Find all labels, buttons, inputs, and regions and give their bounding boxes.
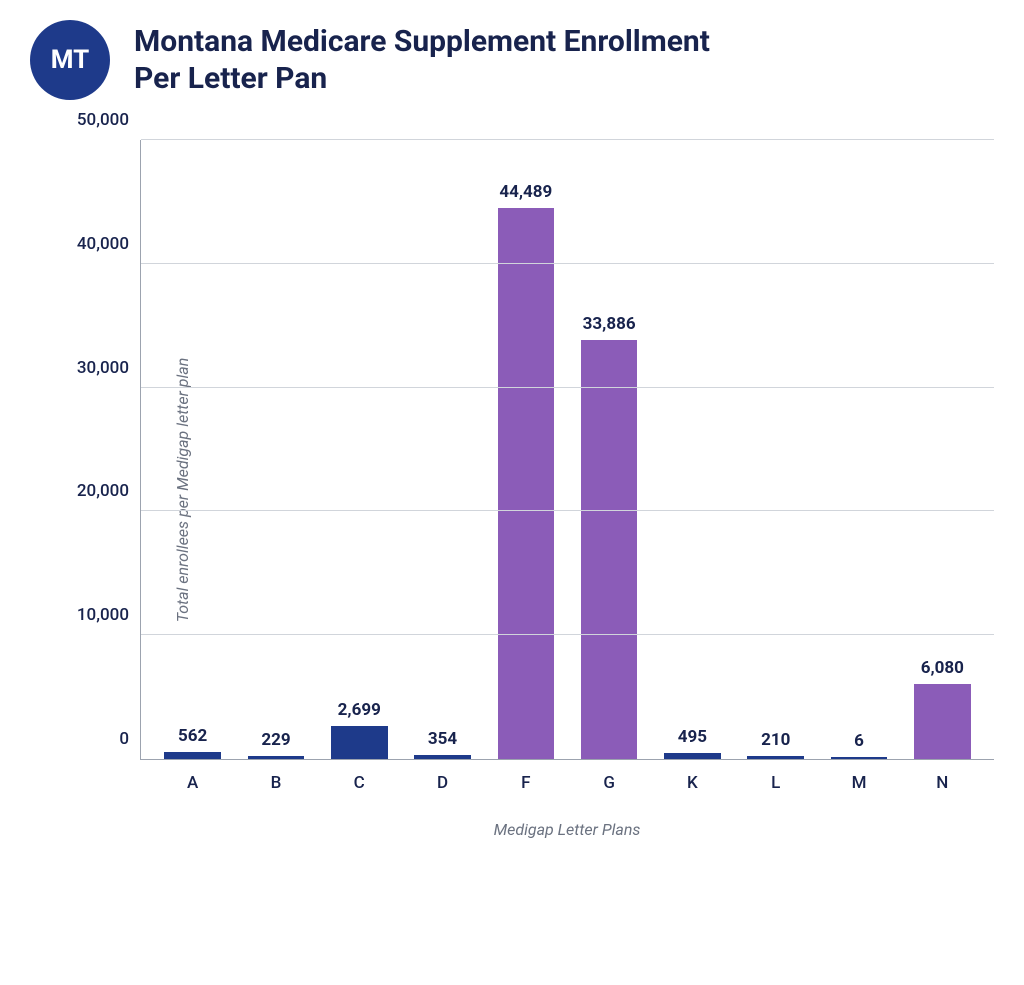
x-axis-label: Medigap Letter Plans [140,820,994,839]
state-badge: MT [30,20,110,100]
chart-container: Total enrollees per Medigap letter plan … [140,140,994,839]
bar-value-label: 210 [761,730,790,750]
bar-rect [414,755,471,759]
bar-slot: 6M [817,140,900,759]
x-tick-label: D [437,773,448,793]
y-tick-label: 10,000 [77,605,141,625]
state-badge-text: MT [51,45,90,75]
bar-slot: 2,699C [318,140,401,759]
bars-container: 562A229B2,699C354D44,489F33,886G495K210L… [141,140,994,759]
bar-value-label: 354 [428,729,457,749]
title-line-2: Per Letter Pan [134,61,327,96]
y-tick-label: 0 [119,729,141,749]
bar-rect [164,752,221,759]
bar-slot: 6,080N [901,140,984,759]
bar-value-label: 6,080 [921,658,964,678]
bar-slot: 562A [151,140,234,759]
bar-value-label: 44,489 [499,182,552,202]
x-tick-label: C [354,773,365,793]
bar-rect [831,757,888,759]
bar-rect [581,340,638,760]
chart-header: MT Montana Medicare Supplement Enrollmen… [30,20,994,100]
bar-rect [914,684,971,759]
gridline [141,510,994,511]
bar-slot: 229B [234,140,317,759]
chart-title: Montana Medicare Supplement Enrollment P… [134,23,710,98]
y-tick-label: 40,000 [77,234,141,254]
plot-area: 562A229B2,699C354D44,489F33,886G495K210L… [140,140,994,760]
bar-value-label: 33,886 [583,314,636,334]
gridline [141,634,994,635]
bar-slot: 495K [651,140,734,759]
bar-rect [664,753,721,759]
bar-rect [331,726,388,759]
x-tick-label: L [771,773,780,793]
bar-rect [248,756,305,759]
bar-value-label: 6 [854,731,864,751]
bar-slot: 33,886G [567,140,650,759]
bar-value-label: 562 [178,726,207,746]
x-tick-label: A [187,773,198,793]
y-tick-label: 30,000 [77,358,141,378]
bar-rect [747,756,804,759]
x-tick-label: M [852,773,867,793]
bar-value-label: 495 [678,727,707,747]
x-tick-label: B [271,773,282,793]
title-line-1: Montana Medicare Supplement Enrollment [134,24,710,59]
bar-value-label: 229 [261,730,290,750]
bar-slot: 354D [401,140,484,759]
y-tick-label: 50,000 [77,110,141,130]
x-tick-label: F [521,773,530,793]
x-tick-label: K [687,773,698,793]
gridline [141,387,994,388]
bar-value-label: 2,699 [338,700,381,720]
x-tick-label: G [603,773,615,793]
bar-slot: 210L [734,140,817,759]
gridline [141,263,994,264]
y-tick-label: 20,000 [77,481,141,501]
bar-rect [498,208,555,759]
x-tick-label: N [936,773,948,793]
gridline [141,139,994,140]
bar-slot: 44,489F [484,140,567,759]
